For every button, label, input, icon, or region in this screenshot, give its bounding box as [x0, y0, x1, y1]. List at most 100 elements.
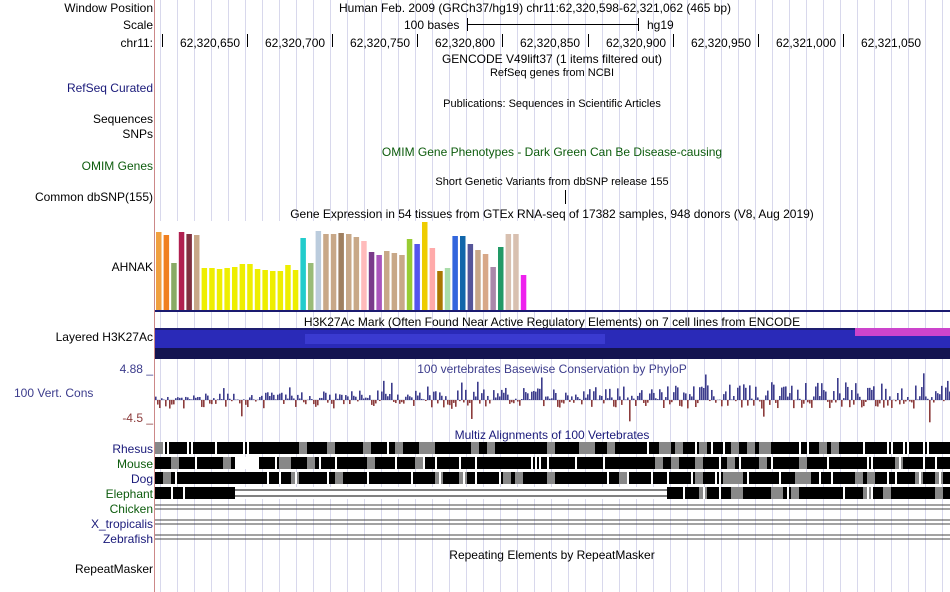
alignment-gap: [175, 472, 177, 484]
conservation-bar: [861, 400, 863, 408]
conservation-bar: [319, 397, 321, 400]
conservation-bar: [847, 386, 849, 400]
conservation-bar: [281, 392, 283, 400]
conservation-bar: [297, 394, 299, 400]
conservation-bar: [643, 400, 645, 403]
conservation-bar: [209, 400, 211, 404]
window-position-text: Human Feb. 2009 (GRCh37/hg19) chr11:62,3…: [339, 1, 732, 15]
repeatmasker-track-title[interactable]: Repeating Elements by RepeatMasker: [449, 548, 655, 562]
conservation-bar: [301, 392, 303, 400]
conservation-bar: [233, 393, 235, 400]
conservation-bar: [247, 400, 249, 408]
gtex-gene-label[interactable]: AHNAK: [111, 260, 153, 274]
alignment-gap: [691, 472, 693, 484]
conservation-bar: [341, 394, 343, 400]
common-dbsnp-label[interactable]: Common dbSNP(155): [34, 190, 153, 204]
alignment-mismatch: [327, 442, 335, 454]
dbsnp-track-title[interactable]: Short Genetic Variants from dbSNP releas…: [435, 176, 669, 188]
conservation-bar: [357, 400, 359, 402]
alignment-gap: [935, 457, 937, 469]
conservation-bar: [267, 392, 269, 400]
conservation-bar: [309, 396, 311, 400]
conservation-bar: [735, 400, 737, 402]
gtex-tissue-bar: [171, 263, 177, 310]
conservation-bar: [451, 400, 453, 409]
conservation-bar: [915, 385, 917, 400]
conservation-bar: [863, 400, 865, 407]
conservation-bar: [397, 394, 399, 400]
conservation-bar: [189, 399, 191, 400]
conservation-bar: [775, 400, 777, 403]
conservation-bar: [477, 381, 479, 400]
species-label-rhesus[interactable]: Rhesus: [112, 442, 153, 456]
conservation-bar: [405, 396, 407, 400]
conservation-bar: [637, 395, 639, 400]
gtex-expression-chart[interactable]: [155, 221, 535, 311]
gencode-track-title[interactable]: GENCODE V49lift37 (1 items filtered out): [441, 52, 663, 66]
conservation-bar: [873, 386, 875, 400]
sequences-label[interactable]: Sequences: [92, 112, 153, 126]
h3k27ac-layer: [155, 348, 950, 359]
omim-genes-label[interactable]: OMIM Genes: [81, 159, 153, 173]
alignment-gap: [887, 472, 889, 484]
conservation-max-label: 4.88 _: [119, 362, 153, 376]
conservation-bar: [449, 400, 451, 406]
conservation-bar: [789, 393, 791, 400]
conservation-bar: [799, 398, 801, 400]
alignment-mismatch: [335, 472, 343, 484]
species-label-zebrafish[interactable]: Zebrafish: [102, 532, 153, 546]
conservation-bar: [495, 397, 497, 400]
omim-track-title[interactable]: OMIM Gene Phenotypes - Dark Green Can Be…: [381, 145, 723, 159]
species-label-mouse[interactable]: Mouse: [116, 457, 153, 471]
conservation-bar: [291, 395, 293, 400]
species-label-elephant[interactable]: Elephant: [105, 487, 153, 501]
alignment-gap: [411, 472, 413, 484]
conservation-label[interactable]: 100 Vert. Cons: [14, 386, 94, 400]
alignment-gap: [183, 487, 185, 499]
conservation-bar: [443, 400, 445, 408]
conservation-bar: [535, 391, 537, 400]
conservation-bar: [701, 386, 703, 400]
conservation-bar: [555, 393, 557, 400]
alignment-gap: [695, 442, 697, 454]
h3k27ac-signal[interactable]: [155, 328, 950, 359]
snps-label[interactable]: SNPs: [122, 127, 153, 141]
h3k27ac-track-title[interactable]: H3K27Ac Mark (Often Found Near Active Re…: [303, 315, 801, 329]
alignment-gap: [895, 472, 897, 484]
conservation-bar: [349, 400, 351, 405]
alignment-gap: [719, 472, 721, 484]
alignment-gap: [235, 457, 259, 469]
conservation-track-title[interactable]: 100 vertebrates Basewise Conservation by…: [417, 362, 687, 376]
conservation-bar: [533, 390, 535, 400]
repeatmasker-label[interactable]: RepeatMasker: [74, 562, 153, 576]
gtex-tissue-bar: [467, 244, 474, 310]
alignment-gap: [923, 442, 925, 454]
alignment-gap: [275, 457, 277, 469]
alignment-mismatch: [727, 457, 735, 469]
layered-h3k27ac-label[interactable]: Layered H3K27Ac: [55, 330, 153, 344]
gtex-tissue-bar: [262, 270, 268, 310]
refseq-curated-label[interactable]: RefSeq Curated: [66, 81, 153, 95]
species-label-dog[interactable]: Dog: [130, 472, 153, 486]
multiz-track-title[interactable]: Multiz Alignments of 100 Vertebrates: [454, 428, 650, 442]
gtex-track-title[interactable]: Gene Expression in 54 tissues from GTEx …: [290, 207, 814, 221]
alignment-mismatch: [547, 442, 555, 454]
alignment-gap: [907, 442, 909, 454]
conservation-bar: [395, 400, 397, 404]
gtex-tissue-bar: [429, 248, 436, 310]
snp-marker[interactable]: [565, 190, 566, 204]
conservation-bar: [425, 400, 427, 402]
conservation-bar: [747, 400, 749, 406]
species-label-x-tropicalis[interactable]: X_tropicalis: [90, 517, 153, 531]
multiz-alignment-blocks[interactable]: [155, 440, 950, 544]
conservation-bar: [585, 397, 587, 400]
alignment-gap: [475, 472, 477, 484]
conservation-bar: [221, 399, 223, 400]
conservation-signal[interactable]: [155, 372, 950, 424]
publications-track-title[interactable]: Publications: Sequences in Scientific Ar…: [443, 98, 661, 110]
species-label-chicken[interactable]: Chicken: [109, 502, 153, 516]
gtex-tissue-bar: [239, 264, 246, 310]
alignment-mismatch: [803, 472, 811, 484]
refseq-track-title[interactable]: RefSeq genes from NCBI: [489, 67, 615, 79]
conservation-bar: [329, 394, 331, 400]
